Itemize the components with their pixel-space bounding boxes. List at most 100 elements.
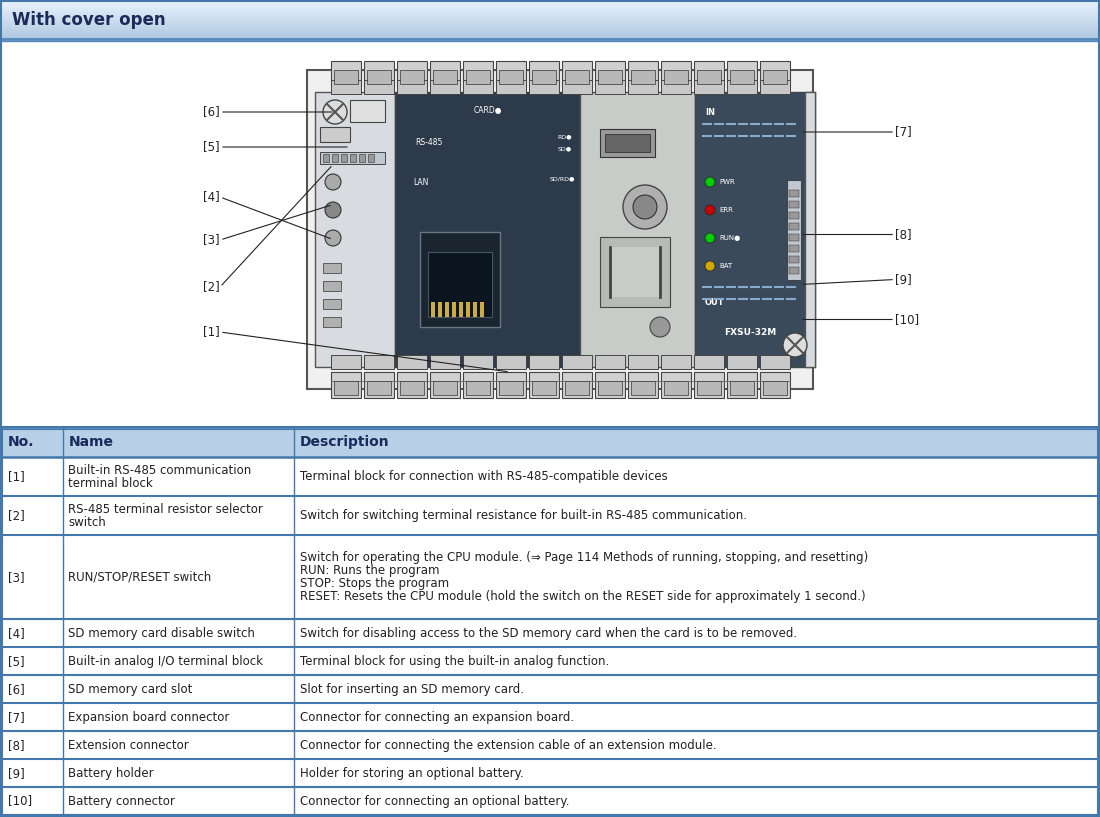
Bar (333, 70, 358, 84)
Bar (789, 222, 799, 230)
Bar (1, 37, 1099, 38)
Bar (610, 247, 660, 297)
Bar (363, 372, 394, 398)
Text: Connector for connecting an expansion board.: Connector for connecting an expansion bo… (299, 711, 573, 724)
Circle shape (705, 177, 715, 187)
Bar (1, 32, 1099, 33)
Bar (660, 372, 691, 398)
Bar (2, 535, 1098, 619)
Text: RESET: Resets the CPU module (hold the switch on the RESET side for approximatel: RESET: Resets the CPU module (hold the s… (299, 590, 865, 603)
Bar (580, 92, 695, 367)
Bar (396, 355, 427, 369)
Circle shape (783, 333, 807, 357)
Bar (2, 731, 1098, 759)
Bar (1, 27, 1099, 29)
Bar (429, 355, 460, 369)
Bar (330, 372, 361, 398)
Bar (432, 381, 456, 395)
Bar (1, 28, 1099, 29)
Bar (597, 70, 622, 84)
Bar (366, 381, 390, 395)
Bar (1, 15, 1099, 16)
Bar (1, 4, 1099, 6)
Circle shape (324, 174, 341, 190)
Bar (759, 372, 790, 398)
Text: [1]: [1] (8, 470, 24, 483)
Bar (1, 10, 1099, 11)
Bar (428, 252, 492, 317)
Circle shape (324, 202, 341, 218)
Bar (786, 180, 801, 279)
Bar (2, 787, 1098, 815)
Bar (498, 381, 522, 395)
Bar (452, 302, 456, 317)
Circle shape (650, 317, 670, 337)
Bar (564, 70, 589, 84)
Bar (1, 2, 1099, 4)
Bar (1, 29, 1099, 30)
Bar (1, 31, 1099, 33)
Text: [6]: [6] (8, 683, 24, 695)
Text: Expansion board connector: Expansion board connector (68, 711, 230, 724)
Text: Battery connector: Battery connector (68, 794, 175, 807)
Bar (564, 381, 589, 395)
Circle shape (623, 185, 667, 229)
Bar (693, 372, 724, 398)
Bar (627, 80, 658, 94)
Text: [9]: [9] (895, 273, 912, 286)
Bar (420, 232, 500, 327)
Bar (396, 61, 427, 87)
Bar (789, 200, 799, 208)
Bar (495, 80, 526, 94)
Bar (1, 1, 1099, 2)
Text: Switch for switching terminal resistance for built-in RS-485 communication.: Switch for switching terminal resistance… (299, 509, 747, 522)
Bar (431, 302, 434, 317)
Bar (1, 3, 1099, 5)
Text: ERR: ERR (719, 207, 733, 213)
Bar (2, 496, 1098, 535)
Bar (726, 355, 757, 369)
Bar (1, 33, 1099, 34)
Bar (1, 34, 1099, 36)
Bar (693, 355, 724, 369)
Bar (465, 70, 490, 84)
Bar (363, 355, 394, 369)
Text: SD memory card disable switch: SD memory card disable switch (68, 627, 255, 640)
Bar (2, 675, 1098, 703)
Bar (726, 372, 757, 398)
Text: Connector for connecting an optional battery.: Connector for connecting an optional bat… (299, 794, 569, 807)
Text: Switch for disabling access to the SD memory card when the card is to be removed: Switch for disabling access to the SD me… (299, 627, 796, 640)
Text: [8]: [8] (895, 228, 912, 241)
Text: SD/RD●: SD/RD● (549, 176, 574, 181)
Bar (2, 703, 1098, 731)
Text: [6]: [6] (204, 105, 220, 118)
Bar (696, 381, 720, 395)
Bar (1, 5, 1099, 7)
Bar (320, 152, 385, 164)
Bar (330, 355, 361, 369)
Text: CARD●: CARD● (473, 105, 502, 114)
Bar (1, 12, 1099, 13)
Bar (1, 21, 1099, 23)
Bar (1, 2, 1099, 3)
Circle shape (705, 261, 715, 271)
Bar (726, 61, 757, 87)
Bar (729, 70, 754, 84)
Bar (429, 372, 460, 398)
Bar (660, 80, 691, 94)
Text: Extension connector: Extension connector (68, 739, 189, 752)
Bar (498, 70, 522, 84)
Bar (561, 372, 592, 398)
Text: [3]: [3] (204, 234, 220, 247)
Bar (693, 61, 724, 87)
Bar (363, 61, 394, 87)
Text: Slot for inserting an SD memory card.: Slot for inserting an SD memory card. (299, 683, 524, 695)
Bar (459, 302, 463, 317)
Bar (2, 619, 1098, 647)
Bar (2, 759, 1098, 787)
Bar (350, 100, 385, 122)
Text: SD●: SD● (558, 146, 572, 151)
Text: [4]: [4] (204, 190, 220, 203)
Text: terminal block: terminal block (68, 476, 153, 489)
Bar (359, 154, 365, 162)
